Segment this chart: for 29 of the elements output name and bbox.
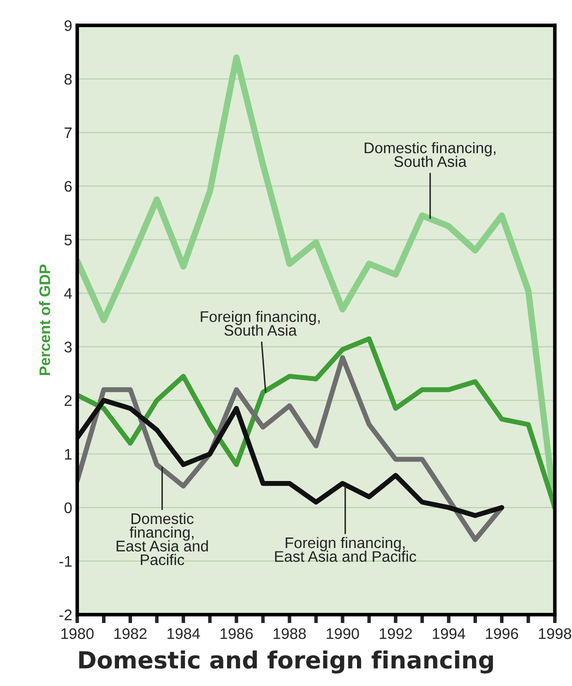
- y-tick-label: 8: [64, 74, 72, 85]
- x-tick-label: 1986: [220, 628, 253, 640]
- y-tick-label: 9: [64, 20, 72, 32]
- text: Domestic and foreign financing: [79, 650, 493, 674]
- x-tick-label: 1998: [539, 628, 572, 640]
- annotation: Foreign financing, South Asia: [200, 310, 320, 336]
- y-tick-label: 3: [64, 342, 72, 352]
- x-tick-label: 1994: [432, 628, 466, 640]
- annotation: Domestic financing, South Asia: [364, 142, 496, 167]
- y-tick-label: -1: [59, 556, 72, 567]
- x-tick-label: 1980: [61, 628, 94, 640]
- y-tick-label: 1: [65, 448, 72, 460]
- line-series: [77, 336, 555, 510]
- y-tick-label: 5: [64, 234, 72, 246]
- annotation: Domestic financing, East Asia and Pacific: [116, 512, 208, 566]
- y-tick-label: -2: [59, 610, 72, 620]
- y-tick-label: 7: [64, 128, 72, 138]
- x-tick-label: 1982: [114, 628, 147, 640]
- x-tick-label: 1990: [326, 628, 359, 640]
- annotation: Foreign financing, East Asia and Pacific: [275, 536, 416, 562]
- y-tick-label: 4: [64, 288, 72, 299]
- y-axis-title: Percent of GDP: [38, 264, 50, 376]
- x-tick-label: 1984: [168, 628, 200, 640]
- y-tick-label: 2: [64, 395, 72, 406]
- x-tick-label: 1988: [274, 628, 306, 640]
- y-tick-label: 0: [64, 502, 72, 514]
- x-tick-label: 1996: [486, 628, 518, 640]
- y-tick-label: 6: [64, 180, 72, 192]
- x-tick-label: 1992: [380, 628, 412, 640]
